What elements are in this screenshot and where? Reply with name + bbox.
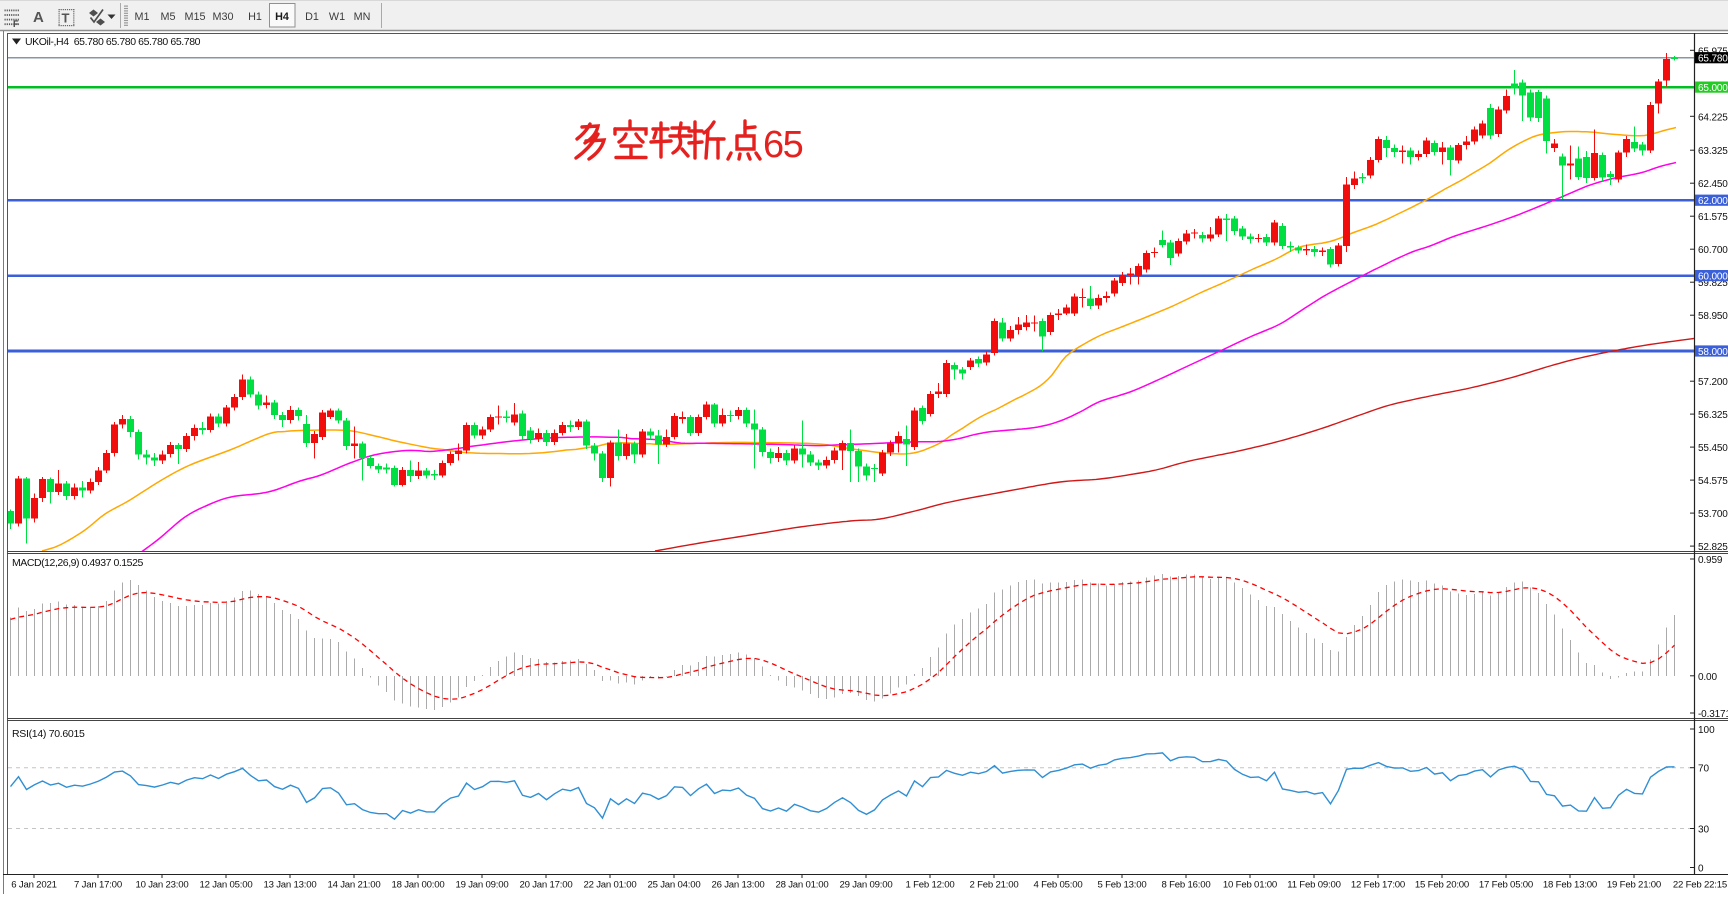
svg-text:RSI(14) 70.6015: RSI(14) 70.6015: [12, 728, 85, 740]
svg-text:28 Jan 01:00: 28 Jan 01:00: [775, 880, 828, 891]
svg-text:63.325: 63.325: [1698, 146, 1728, 157]
svg-text:70: 70: [1698, 764, 1710, 775]
svg-text:10 Jan 23:00: 10 Jan 23:00: [135, 880, 188, 891]
svg-text:H4: H4: [275, 11, 289, 23]
svg-text:10 Feb 01:00: 10 Feb 01:00: [1223, 880, 1277, 891]
svg-text:1 Feb 12:00: 1 Feb 12:00: [905, 880, 954, 891]
svg-text:22 Feb 22:15: 22 Feb 22:15: [1673, 880, 1727, 891]
svg-text:62.450: 62.450: [1698, 179, 1728, 190]
svg-text:MACD(12,26,9) 0.4937 0.1525: MACD(12,26,9) 0.4937 0.1525: [12, 557, 143, 569]
svg-text:57.200: 57.200: [1698, 377, 1728, 388]
svg-text:15 Feb 20:00: 15 Feb 20:00: [1415, 880, 1469, 891]
svg-text:65.975: 65.975: [1698, 46, 1728, 57]
svg-text:W1: W1: [329, 11, 345, 23]
svg-text:58.000: 58.000: [1698, 347, 1728, 358]
svg-text:M30: M30: [212, 11, 233, 23]
svg-text:52.825: 52.825: [1698, 542, 1728, 553]
svg-text:M1: M1: [135, 11, 150, 23]
svg-text:20 Jan 17:00: 20 Jan 17:00: [519, 880, 572, 891]
svg-text:100: 100: [1698, 725, 1715, 736]
svg-text:65.000: 65.000: [1698, 83, 1728, 94]
svg-text:29 Jan 09:00: 29 Jan 09:00: [839, 880, 892, 891]
svg-text:0: 0: [1698, 864, 1704, 875]
svg-text:26 Jan 13:00: 26 Jan 13:00: [711, 880, 764, 891]
svg-text:UKOil-,H4 65.780 65.780 65.78: UKOil-,H4 65.780 65.780 65.780 65.780: [25, 36, 201, 48]
svg-text:25 Jan 04:00: 25 Jan 04:00: [647, 880, 700, 891]
svg-text:11 Feb 09:00: 11 Feb 09:00: [1287, 880, 1340, 891]
svg-text:H1: H1: [248, 11, 262, 23]
svg-text:19 Jan 09:00: 19 Jan 09:00: [455, 880, 508, 891]
svg-text:M5: M5: [161, 11, 176, 23]
svg-text:MN: MN: [354, 11, 371, 23]
svg-text:62.000: 62.000: [1698, 196, 1728, 207]
svg-text:A: A: [33, 9, 44, 26]
svg-text:61.575: 61.575: [1698, 212, 1728, 223]
svg-text:54.575: 54.575: [1698, 476, 1728, 487]
svg-text:F: F: [13, 19, 19, 29]
svg-text:56.325: 56.325: [1698, 410, 1728, 421]
svg-text:18 Feb 13:00: 18 Feb 13:00: [1543, 880, 1597, 891]
svg-text:4 Feb 05:00: 4 Feb 05:00: [1033, 880, 1082, 891]
svg-text:18 Jan 00:00: 18 Jan 00:00: [391, 880, 444, 891]
svg-text:19 Feb 21:00: 19 Feb 21:00: [1607, 880, 1661, 891]
svg-text:65: 65: [763, 124, 803, 166]
svg-text:12 Jan 05:00: 12 Jan 05:00: [199, 880, 252, 891]
svg-text:5 Feb 13:00: 5 Feb 13:00: [1097, 880, 1146, 891]
svg-text:65.780: 65.780: [1698, 54, 1728, 65]
svg-text:0.959: 0.959: [1698, 555, 1723, 566]
svg-text:30: 30: [1698, 825, 1710, 836]
svg-text:-0.3171: -0.3171: [1698, 709, 1728, 720]
svg-text:53.700: 53.700: [1698, 509, 1728, 520]
svg-text:0.00: 0.00: [1698, 672, 1717, 683]
svg-text:6 Jan 2021: 6 Jan 2021: [11, 880, 56, 891]
svg-text:8 Feb 16:00: 8 Feb 16:00: [1161, 880, 1210, 891]
svg-text:2 Feb 21:00: 2 Feb 21:00: [969, 880, 1018, 891]
svg-text:58.950: 58.950: [1698, 311, 1728, 322]
svg-text:55.450: 55.450: [1698, 443, 1728, 454]
svg-text:D1: D1: [305, 11, 319, 23]
svg-text:60.000: 60.000: [1698, 272, 1728, 283]
svg-text:M15: M15: [184, 11, 205, 23]
svg-text:17 Feb 05:00: 17 Feb 05:00: [1479, 880, 1533, 891]
svg-text:T: T: [62, 11, 70, 26]
svg-text:59.825: 59.825: [1698, 278, 1728, 289]
svg-text:7 Jan 17:00: 7 Jan 17:00: [74, 880, 122, 891]
svg-text:22 Jan 01:00: 22 Jan 01:00: [583, 880, 636, 891]
svg-text:14 Jan 21:00: 14 Jan 21:00: [327, 880, 380, 891]
svg-text:13 Jan 13:00: 13 Jan 13:00: [263, 880, 316, 891]
svg-text:60.700: 60.700: [1698, 245, 1728, 256]
svg-text:64.225: 64.225: [1698, 112, 1728, 123]
svg-text:12 Feb 17:00: 12 Feb 17:00: [1351, 880, 1405, 891]
